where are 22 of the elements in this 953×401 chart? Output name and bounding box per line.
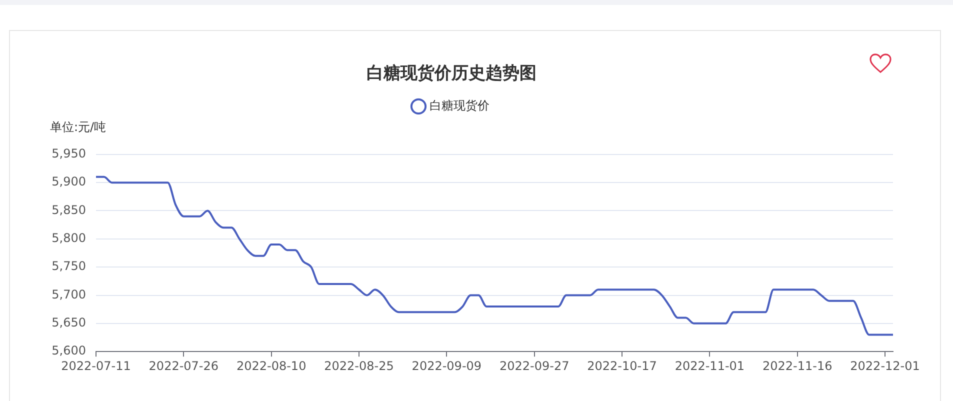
- y-tick-label: 5,800: [52, 231, 86, 246]
- x-tick-label: 2022-07-26: [148, 358, 219, 373]
- y-tick-label: 5,900: [52, 174, 86, 189]
- x-tick-label: 2022-10-17: [587, 358, 657, 373]
- x-tick-label: 2022-09-27: [499, 358, 570, 373]
- chart-title: 白糖现货价历史趋势图: [366, 64, 536, 84]
- y-tick-label: 5,850: [52, 202, 86, 217]
- y-tick-label: 5,950: [52, 146, 86, 161]
- y-tick-label: 5,650: [52, 316, 86, 330]
- y-tick-label: 5,750: [52, 259, 86, 274]
- y-tick-label: 5,700: [52, 287, 86, 302]
- x-tick-label: 2022-12-01: [850, 358, 920, 373]
- x-tick-label: 2022-08-10: [236, 358, 306, 373]
- line-series: [95, 176, 894, 336]
- y-axis-title: 单位:元/吨: [50, 119, 106, 136]
- y-tick-label: 5,600: [52, 344, 86, 358]
- legend-label: 白糖现货价: [430, 98, 490, 113]
- x-tick-label: 2022-07-11: [61, 358, 131, 373]
- x-tick-label: 2022-09-09: [412, 358, 482, 373]
- x-tick-label: 2022-11-16: [762, 358, 832, 373]
- x-tick-label: 2022-11-01: [674, 358, 745, 373]
- x-tick-label: 2022-08-25: [324, 358, 394, 373]
